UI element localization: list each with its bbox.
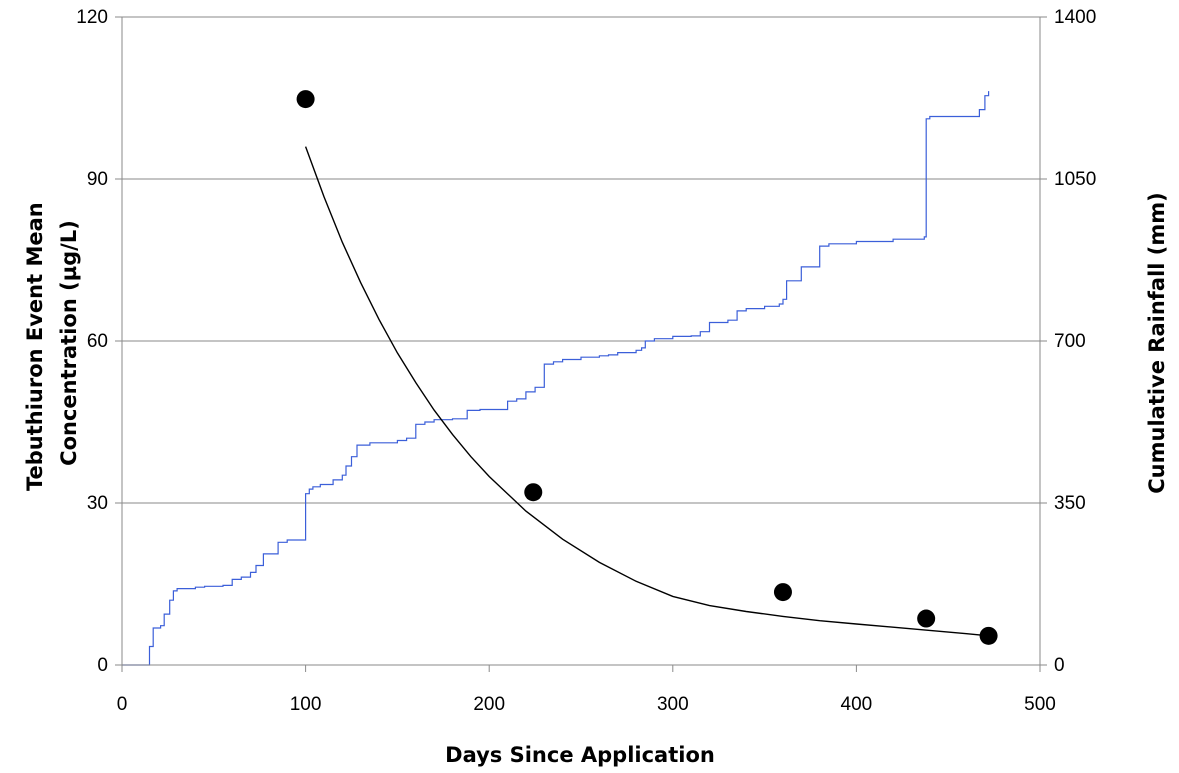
data-point [524,483,543,502]
y-axis-title: Tebuthiuron Event Mean Concentration (µg… [23,195,81,491]
x-tick-label: 100 [290,694,322,715]
y2-tick-label: 700 [1054,331,1086,352]
x-tick-label: 300 [657,694,689,715]
axes [115,16,1047,672]
y2-axis-title: Cumulative Rainfall (mm) [1145,192,1169,494]
y-tick-label: 120 [76,7,108,28]
tick-labels: 0 30 60 90 120 0 350 700 1050 1400 0 100 200 300 400 50… [76,7,1096,715]
y-tick-label: 0 [97,655,108,676]
x-tick-label: 0 [117,694,128,715]
y2-tick-label: 0 [1054,655,1065,676]
data-point [979,626,998,645]
data-point [296,90,315,109]
y-tick-label: 30 [87,493,108,514]
x-axis-title: Days Since Application [445,743,715,767]
grid-lines [122,16,1040,504]
x-tick-label: 200 [473,694,505,715]
data-point [773,583,792,602]
y2-tick-label: 1400 [1054,7,1096,28]
data-point [917,609,936,628]
y-axis-title-line-1: Tebuthiuron Event Mean [23,202,47,491]
y-axis-title-line-2: Concentration (µg/L) [57,220,81,466]
fit-line [304,146,989,637]
x-tick-label: 400 [841,694,873,715]
x-tick-label: 500 [1024,694,1056,715]
y2-tick-label: 1050 [1054,169,1096,190]
observed-points [296,90,998,645]
fit-series [304,146,989,637]
y-tick-label: 60 [87,331,108,352]
y-tick-label: 90 [87,169,108,190]
y2-tick-label: 350 [1054,493,1086,514]
rainfall-series [122,91,990,666]
rainfall-line [122,91,990,666]
